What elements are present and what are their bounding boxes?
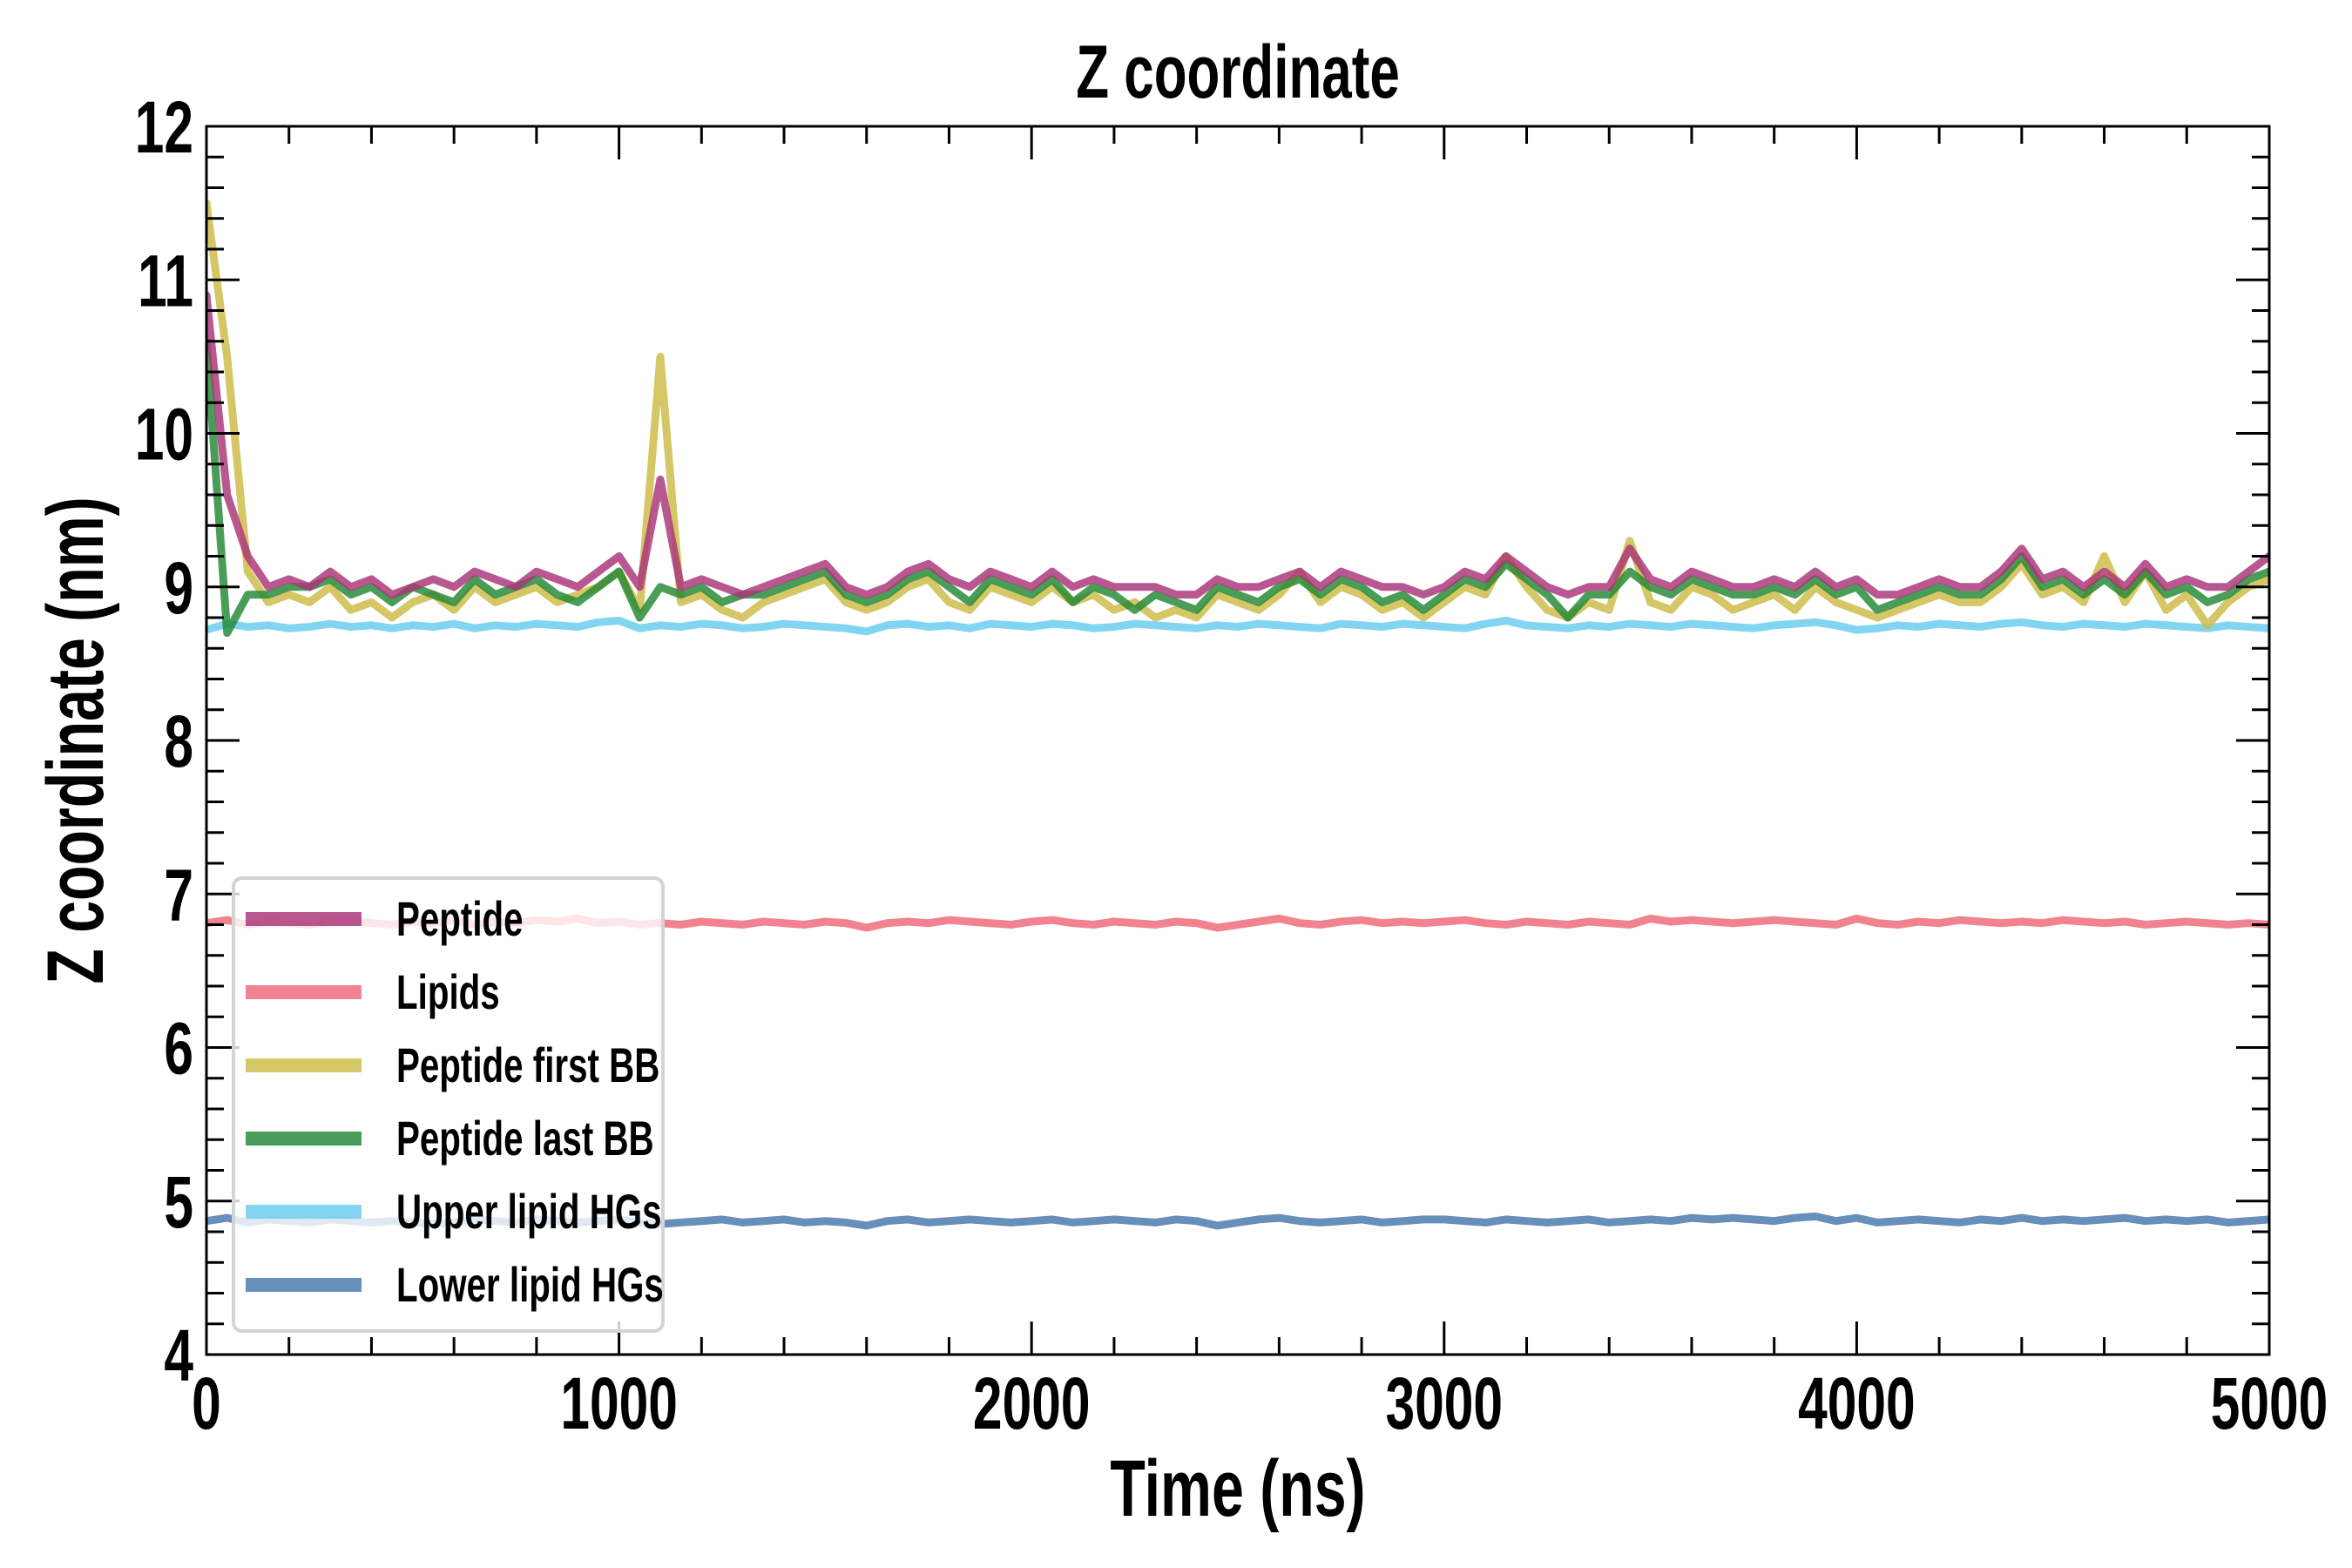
y-tick-label: 7 (164, 855, 193, 936)
y-tick-label-text: 8 (164, 700, 193, 782)
series-line-upper-lipid-hgs (206, 617, 2269, 636)
series-line-peptide-last-bb (206, 337, 2269, 638)
y-tick-label: 10 (135, 394, 193, 476)
legend-label: Peptide first BB (396, 1039, 659, 1093)
legend-label-text: Lipids (396, 966, 500, 1020)
legend-item-lipids: Lipids (246, 966, 500, 1020)
x-tick-label-text: 5000 (2211, 1362, 2328, 1444)
x-tick-label-text: 0 (192, 1362, 221, 1444)
y-tick-label-text: 11 (138, 240, 193, 322)
legend-label-text: Lower lipid HGs (396, 1259, 664, 1313)
legend-item-upper-lipid-hgs: Upper lipid HGs (246, 1186, 662, 1240)
x-tick-label: 5000 (2211, 1362, 2328, 1444)
y-tick-label: 11 (138, 240, 193, 322)
y-tick-label: 6 (164, 1008, 193, 1090)
x-tick-label-text: 4000 (1798, 1362, 1916, 1444)
y-tick-label-text: 5 (164, 1161, 193, 1243)
x-axis-label-text: Time (ns) (1110, 1443, 1365, 1532)
y-axis-label: Z coordinate (nm) (30, 497, 119, 983)
y-tick-label-text: 9 (164, 547, 193, 629)
legend-label-text: Upper lipid HGs (396, 1186, 662, 1240)
y-tick-label-text: 6 (164, 1008, 193, 1090)
series-line-peptide (206, 291, 2269, 599)
y-axis-label-text: Z coordinate (nm) (30, 497, 119, 983)
plot-frame (205, 125, 2271, 1356)
legend-label: Peptide last BB (396, 1112, 654, 1166)
legend-item-peptide: Peptide (246, 893, 524, 947)
legend-item-peptide-first-bb: Peptide first BB (246, 1039, 659, 1093)
x-tick-label: 2000 (973, 1362, 1091, 1444)
y-tick-label: 5 (164, 1161, 193, 1243)
x-tick-label: 1000 (560, 1362, 678, 1444)
legend-label: Peptide (396, 893, 524, 947)
y-tick-label-text: 10 (135, 394, 193, 476)
x-tick-label-text: 1000 (560, 1362, 678, 1444)
x-tick-label-text: 3000 (1386, 1362, 1504, 1444)
y-tick-label: 8 (164, 700, 193, 782)
legend-label: Lower lipid HGs (396, 1259, 664, 1313)
legend-label-text: Peptide (396, 893, 524, 947)
legend-item-lower-lipid-hgs: Lower lipid HGs (246, 1259, 664, 1313)
x-axis-label: Time (ns) (1110, 1443, 1365, 1532)
y-tick-label-text: 7 (164, 855, 193, 936)
x-tick-label-text: 2000 (973, 1362, 1091, 1444)
legend-label-text: Peptide last BB (396, 1112, 654, 1166)
legend: Peptide Lipids Peptide first BB Peptide las… (232, 876, 665, 1333)
y-tick-label-text: 12 (135, 86, 193, 168)
y-tick-label: 9 (164, 547, 193, 629)
legend-item-peptide-last-bb: Peptide last BB (246, 1112, 654, 1166)
y-tick-label: 12 (135, 86, 193, 168)
legend-label: Lipids (396, 966, 500, 1020)
x-tick-label: 3000 (1386, 1362, 1504, 1444)
y-tick-label-text: 4 (164, 1315, 193, 1396)
x-tick-label: 4000 (1798, 1362, 1916, 1444)
chart-title: Z coordinate (1076, 30, 1400, 113)
chart-title-text: Z coordinate (1076, 30, 1400, 113)
ticks-layer: 0 1000 2000 3000 4000 5000 4 5 6 7 8 9 10 11 12 (135, 86, 2328, 1444)
y-tick-label: 4 (164, 1315, 193, 1396)
x-tick-label: 0 (192, 1362, 221, 1444)
legend-label: Upper lipid HGs (396, 1186, 662, 1240)
series-line-peptide-first-bb (206, 199, 2269, 630)
legend-label-text: Peptide first BB (396, 1039, 659, 1093)
